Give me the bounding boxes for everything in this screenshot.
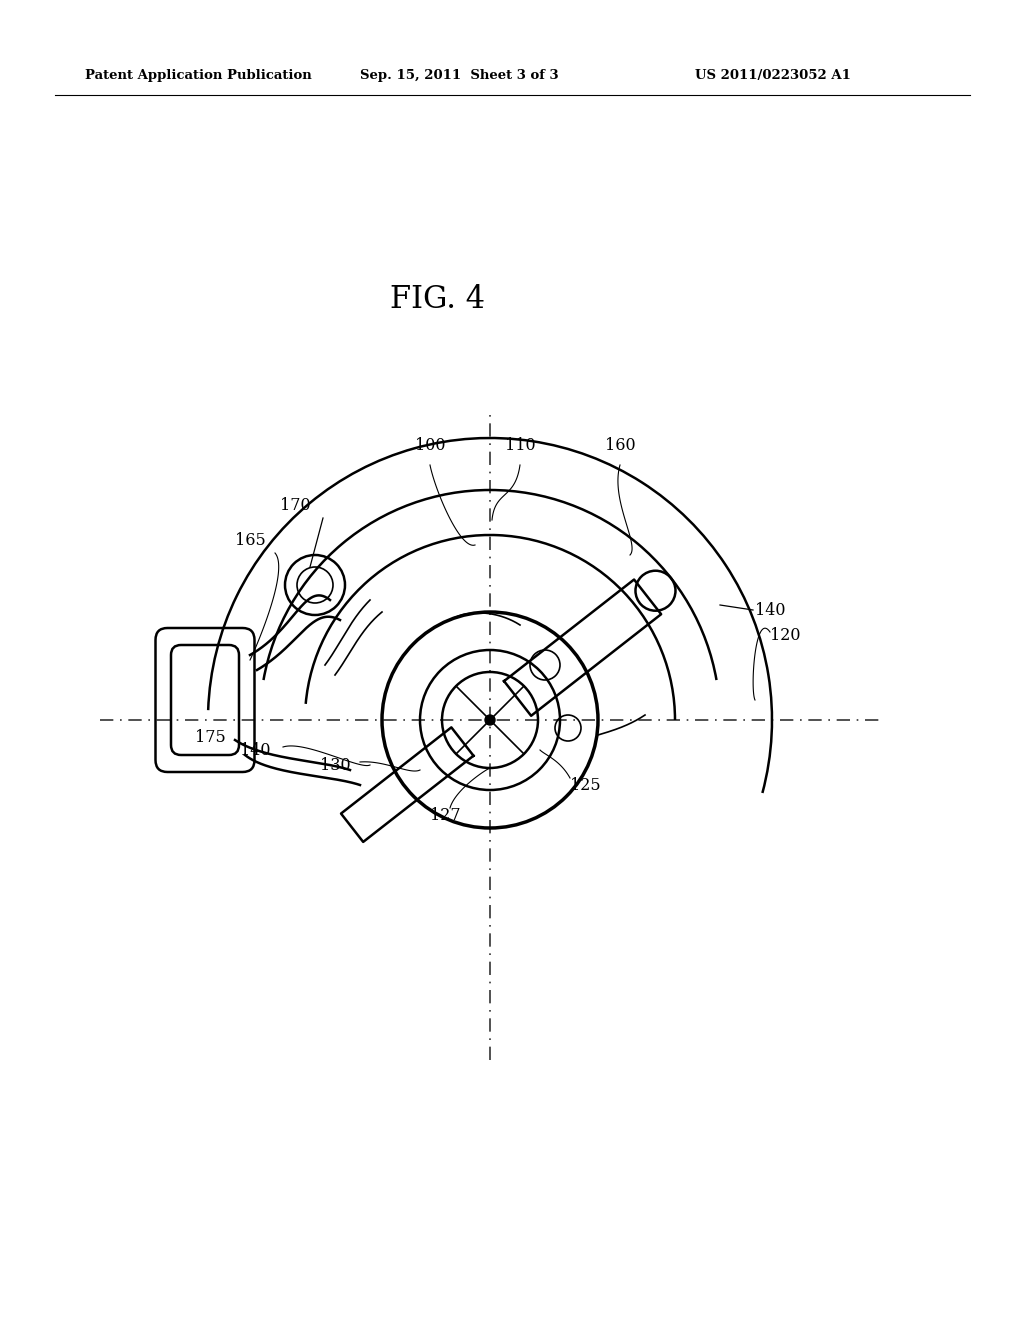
- Text: Sep. 15, 2011  Sheet 3 of 3: Sep. 15, 2011 Sheet 3 of 3: [360, 69, 559, 82]
- Text: 140: 140: [240, 742, 270, 759]
- Text: FIG. 4: FIG. 4: [390, 285, 485, 315]
- Text: US 2011/0223052 A1: US 2011/0223052 A1: [695, 69, 851, 82]
- Text: 120: 120: [770, 627, 801, 644]
- Circle shape: [485, 715, 495, 725]
- Text: 165: 165: [234, 532, 265, 549]
- Text: 170: 170: [280, 498, 310, 513]
- Text: Patent Application Publication: Patent Application Publication: [85, 69, 311, 82]
- Text: 127: 127: [430, 807, 461, 824]
- Text: 140: 140: [755, 602, 785, 619]
- Text: 175: 175: [195, 729, 225, 746]
- Text: 125: 125: [570, 777, 601, 795]
- Text: 100: 100: [415, 437, 445, 454]
- Text: 160: 160: [605, 437, 635, 454]
- Text: 130: 130: [319, 756, 350, 774]
- Text: 110: 110: [505, 437, 536, 454]
